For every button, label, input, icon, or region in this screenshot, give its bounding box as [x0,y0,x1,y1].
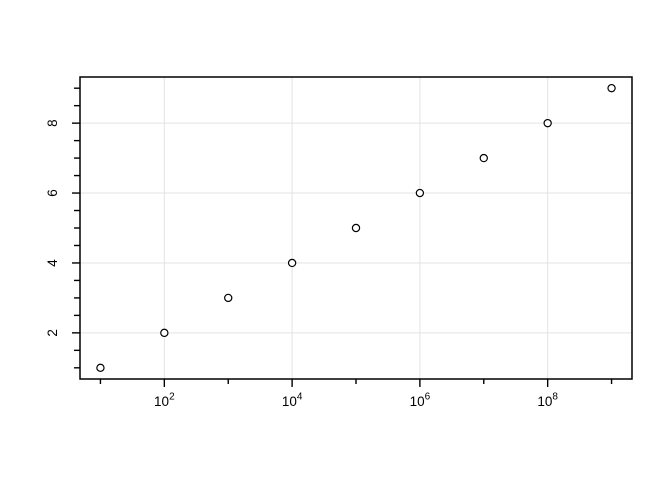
data-point [607,83,616,93]
x-axis-tick-label: 108 [537,392,558,410]
x-axis-tick-label: 106 [410,392,431,410]
data-point [224,293,233,303]
data-point [160,328,169,338]
data-point [479,153,488,163]
y-axis-tick-label: 8 [45,119,60,127]
x-axis-tick-label: 104 [282,392,303,410]
y-axis-tick-label: 6 [45,189,60,197]
data-point [415,188,425,198]
data-point [351,223,361,233]
x-axis-tick-label: 102 [154,392,175,410]
data-point [96,363,105,373]
y-axis-tick-label: 4 [45,259,60,267]
y-axis-tick-label: 2 [45,329,60,337]
data-point [543,118,552,128]
data-point [287,258,297,268]
